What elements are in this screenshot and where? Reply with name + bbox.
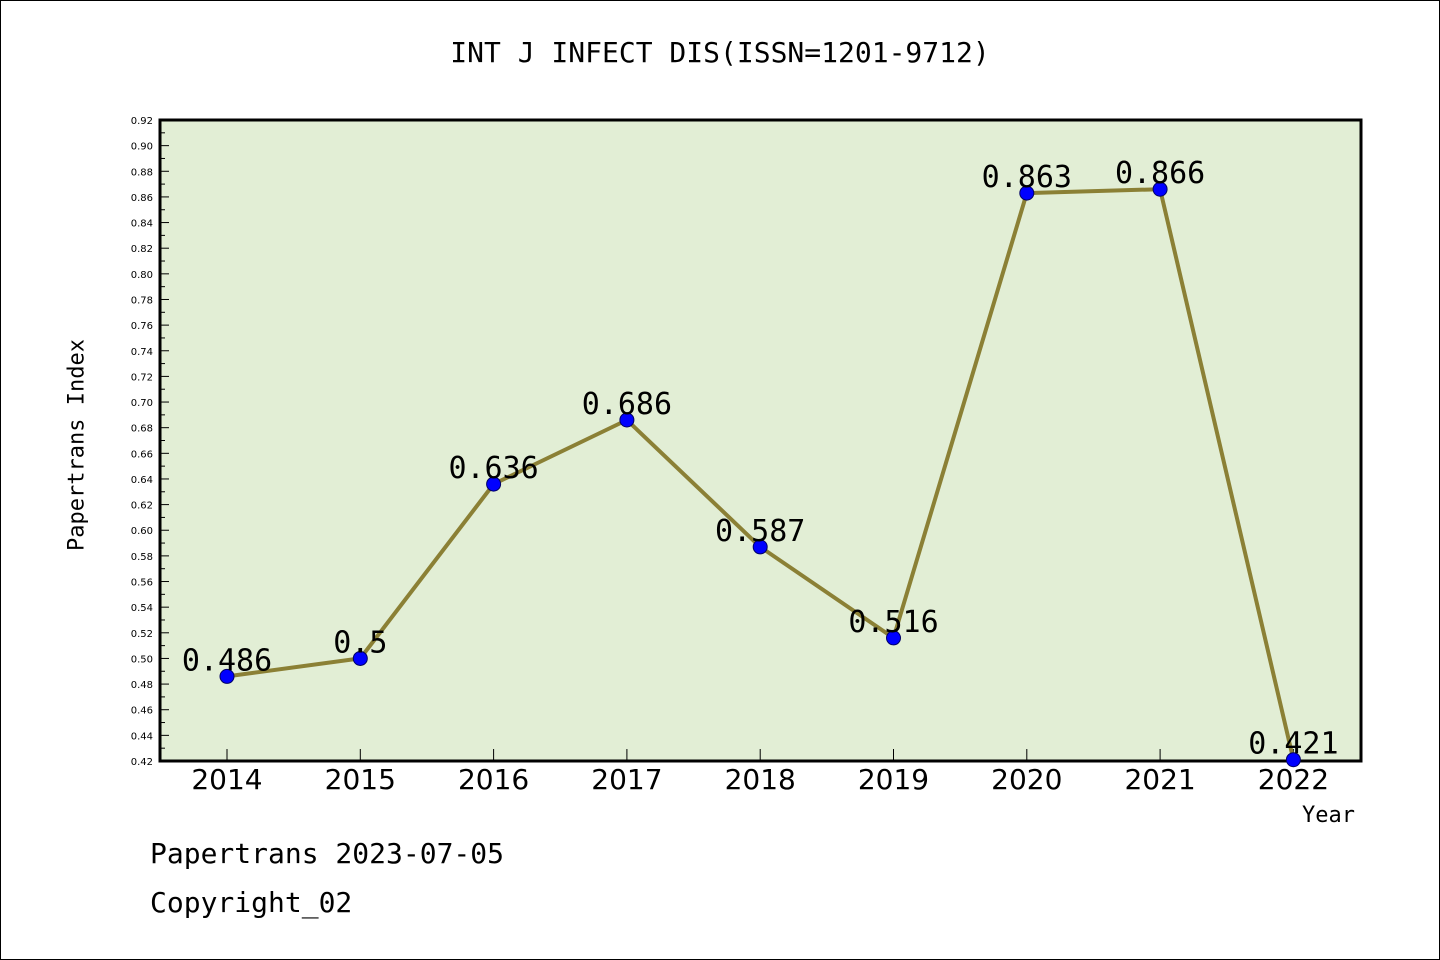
x-tick-label: 2016 [458,763,529,796]
data-labels: 0.486 0.5 0.636 0.686 0.587 0.516 0.863 0.866 0.… [182,156,1339,761]
x-axis: 2014 2015 2016 2017 2018 2019 2020 2021 2022 [191,749,1329,796]
y-axis-label: Papertrans Index [64,339,90,551]
y-tick-label: 0.52 [131,629,153,640]
y-tick-label: 0.58 [131,552,153,563]
y-tick-label: 0.84 [131,219,153,230]
data-label: 0.486 [182,643,272,678]
y-tick-label: 0.78 [131,295,153,306]
data-point [1285,752,1301,768]
data-point [886,630,901,646]
data-label: 0.516 [848,605,938,640]
plot-area [158,118,1363,763]
x-tick-label: 2021 [1124,763,1195,796]
data-point [752,539,768,555]
x-tick-label: 2015 [325,763,396,796]
data-label: 0.636 [448,451,538,486]
y-tick-label: 0.74 [131,347,153,358]
y-axis: 0.42 0.44 0.46 0.48 0.50 0.52 0.54 0.56 0.58 0.60… [131,116,169,768]
y-tick-label: 0.86 [131,193,153,204]
x-tick-label: 2014 [191,763,262,796]
data-point [619,412,635,428]
y-tick-label: 0.64 [131,475,153,486]
data-label: 0.587 [715,514,805,549]
y-tick-label: 0.80 [131,270,153,281]
footer-copyright: Copyright_02 [150,886,353,919]
y-tick-label: 0.48 [131,680,153,691]
y-tick-label: 0.60 [131,526,153,537]
data-point [219,668,235,684]
x-tick-label: 2020 [991,763,1062,796]
data-point [352,650,368,666]
data-label: 0.686 [582,387,672,422]
data-point [486,476,502,492]
y-tick-label: 0.88 [131,167,153,178]
y-tick-label: 0.50 [131,654,153,665]
y-tick-label: 0.76 [131,321,153,332]
y-tick-label: 0.62 [131,501,153,512]
data-label: 0.5 [333,625,387,660]
chart-title: INT J INFECT DIS(ISSN=1201-9712) [450,36,990,69]
y-tick-label: 0.92 [131,116,153,127]
y-tick-label: 0.46 [131,706,153,717]
x-tick-label: 2018 [725,763,796,796]
x-tick-label: 2017 [591,763,662,796]
y-tick-label: 0.70 [131,398,153,409]
data-label: 0.866 [1115,156,1205,191]
y-tick-label: 0.72 [131,372,153,383]
y-tick-label: 0.66 [131,449,153,460]
x-tick-label: 2019 [858,763,929,796]
data-point [1152,181,1168,197]
footer-date: Papertrans 2023-07-05 [150,837,505,870]
data-label: 0.421 [1248,727,1338,762]
y-tick-label: 0.56 [131,578,153,589]
y-tick-label: 0.54 [131,603,153,614]
x-axis-label: Year [1302,803,1355,828]
y-tick-label: 0.82 [131,244,153,255]
x-tick-label: 2022 [1258,763,1329,796]
y-tick-label: 0.90 [131,142,153,153]
data-point [1019,185,1035,201]
y-tick-label: 0.44 [131,731,153,742]
data-label: 0.863 [982,160,1072,195]
y-tick-label: 0.68 [131,424,153,435]
data-points [219,181,1301,768]
y-tick-label: 0.42 [131,757,153,768]
